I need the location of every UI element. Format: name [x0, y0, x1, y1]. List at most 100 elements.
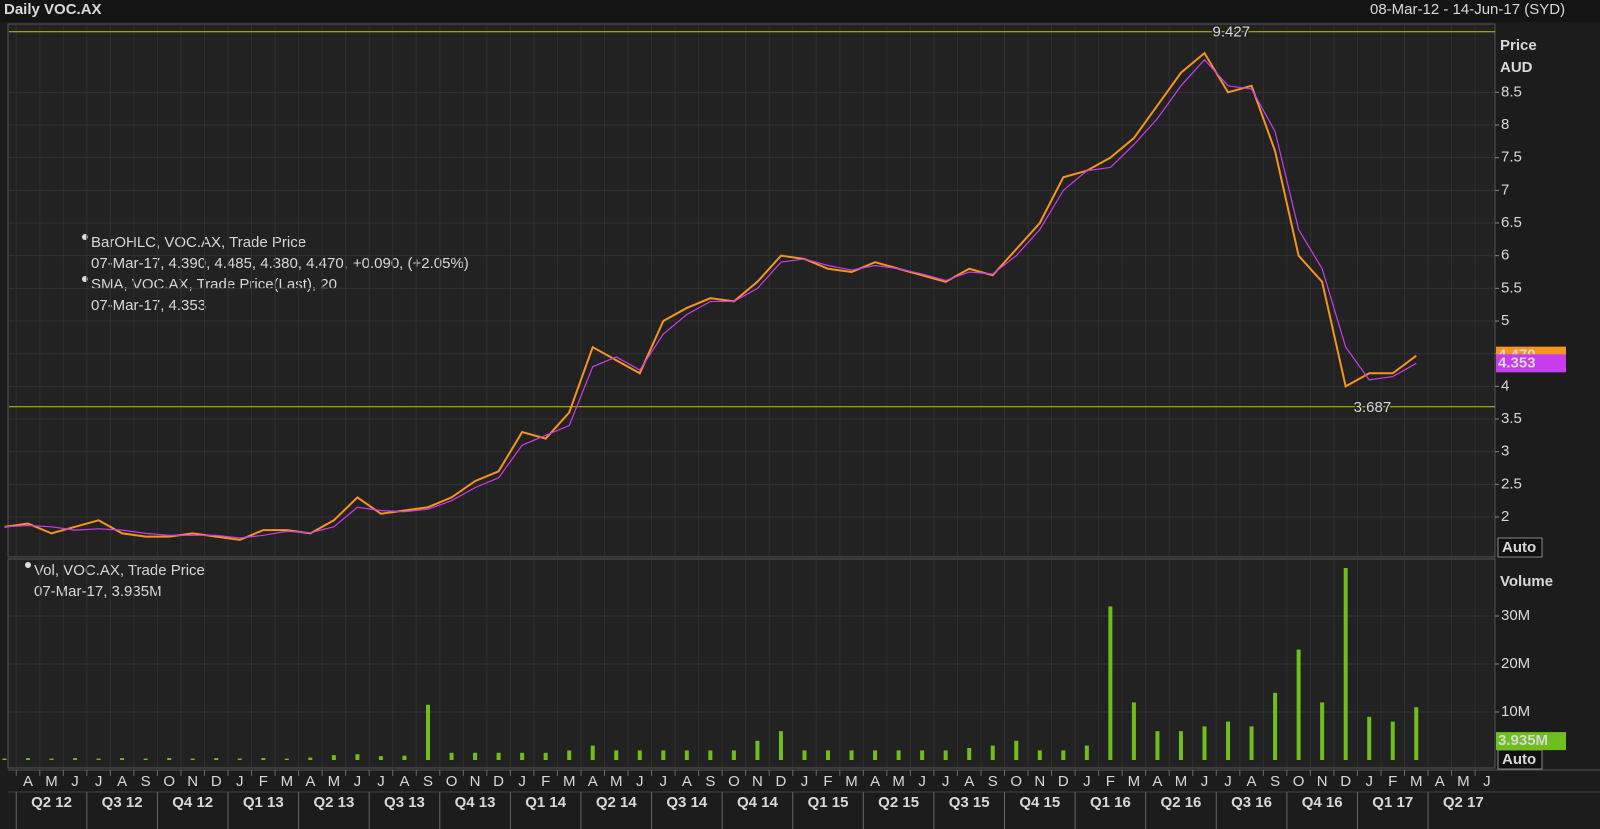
quarter-label: Q2 14: [596, 794, 638, 811]
legend-icon[interactable]: [25, 562, 31, 568]
x-tick-label: A: [1152, 773, 1162, 790]
x-tick-label: O: [728, 773, 740, 790]
quarter-label: Q1 16: [1090, 794, 1131, 811]
x-tick-label: M: [845, 773, 858, 790]
x-tick-label: M: [1128, 773, 1141, 790]
volume-bar: [49, 758, 54, 760]
volume-bar: [402, 755, 407, 760]
x-tick-label: J: [354, 773, 362, 790]
volume-bar: [426, 704, 431, 760]
x-tick-label: A: [1435, 773, 1445, 790]
x-tick-label: A: [117, 773, 127, 790]
volume-bar: [637, 750, 642, 760]
volume-bar: [1226, 721, 1231, 760]
x-tick-label: D: [1058, 773, 1069, 790]
volume-bar: [849, 750, 854, 760]
legend-entry: SMA, VOC.AX, Trade Price(Last), 20: [91, 276, 337, 293]
x-tick-label: M: [892, 773, 905, 790]
x-tick-label: F: [259, 773, 268, 790]
auto-label[interactable]: Auto: [1502, 751, 1536, 768]
volume-bar: [1108, 606, 1113, 760]
volume-bar: [237, 758, 242, 760]
x-tick-label: M: [328, 773, 341, 790]
volume-bar: [661, 750, 666, 760]
x-tick-label: J: [95, 773, 103, 790]
x-tick-label: S: [705, 773, 715, 790]
volume-bar: [1037, 750, 1042, 760]
x-tick-label: D: [1340, 773, 1351, 790]
x-tick-label: S: [423, 773, 433, 790]
y-tick-label: 30M: [1501, 607, 1530, 624]
x-tick-label: J: [942, 773, 950, 790]
x-tick-label: J: [1365, 773, 1373, 790]
y-tick-label: 5.5: [1501, 279, 1522, 296]
volume-bar: [1155, 731, 1160, 760]
volume-bar: [567, 750, 572, 760]
extreme-label: 9.427: [1213, 24, 1251, 41]
x-tick-label: M: [45, 773, 58, 790]
quarter-label: Q1 15: [808, 794, 849, 811]
volume-bar: [896, 750, 901, 760]
x-tick-label: M: [1175, 773, 1188, 790]
legend-change: +0.090, (+2.05%): [353, 255, 469, 272]
volume-bar: [684, 750, 689, 760]
x-tick-label: F: [1106, 773, 1115, 790]
quarter-label: Q4 12: [172, 794, 213, 811]
legend-detail: 07-Mar-17, 4.390, 4.485, 4.380, 4.470,: [91, 255, 348, 272]
legend-detail: 07-Mar-17, 3.935M: [34, 583, 162, 600]
volume-bar: [543, 752, 548, 760]
quarter-label: Q1 14: [525, 794, 567, 811]
quarter-label: Q1 17: [1372, 794, 1413, 811]
x-tick-label: M: [281, 773, 294, 790]
x-tick-label: F: [1388, 773, 1397, 790]
y-tick-label: 7.5: [1501, 149, 1522, 166]
x-tick-label: J: [801, 773, 809, 790]
x-tick-label: A: [23, 773, 33, 790]
quarter-label: Q4 16: [1302, 794, 1343, 811]
x-tick-label: N: [187, 773, 198, 790]
x-tick-label: S: [141, 773, 151, 790]
x-tick-label: J: [71, 773, 79, 790]
volume-bar: [778, 731, 783, 760]
volume-bar: [1014, 740, 1019, 760]
x-tick-label: M: [610, 773, 623, 790]
x-tick-label: J: [1224, 773, 1232, 790]
x-tick-label: D: [493, 773, 504, 790]
quarter-label: Q4 14: [737, 794, 779, 811]
legend-entry: BarOHLC, VOC.AX, Trade Price: [91, 234, 306, 251]
x-tick-label: A: [1247, 773, 1257, 790]
x-tick-label: A: [588, 773, 598, 790]
x-tick-label: N: [752, 773, 763, 790]
volume-bar: [190, 758, 195, 760]
y-tick-label: 3: [1501, 443, 1509, 460]
quarter-label: Q2 13: [313, 794, 354, 811]
x-tick-label: J: [518, 773, 526, 790]
x-tick-label: J: [636, 773, 644, 790]
x-tick-label: N: [470, 773, 481, 790]
x-tick-label: J: [1483, 773, 1491, 790]
y-tick-label: 10M: [1501, 703, 1530, 720]
volume-bar: [1320, 702, 1325, 760]
price-line: [4, 58, 1417, 539]
auto-button[interactable]: [1497, 537, 1543, 558]
volume-bar: [1249, 726, 1254, 760]
x-tick-label: S: [1270, 773, 1280, 790]
auto-label[interactable]: Auto: [1502, 539, 1536, 556]
legend-entry: Vol, VOC.AX, Trade Price: [34, 562, 205, 579]
volume-bar: [355, 754, 360, 760]
volume-bar: [143, 758, 148, 760]
x-tick-label: A: [682, 773, 692, 790]
y-tick-label: 2.5: [1501, 475, 1522, 492]
price-panel: [7, 23, 1496, 558]
volume-bar: [308, 757, 313, 760]
volume-bar: [1202, 726, 1207, 760]
quarter-label: Q1 13: [243, 794, 284, 811]
volume-bar: [331, 755, 336, 760]
volume-bar: [26, 758, 30, 760]
quarter-label: Q2 17: [1443, 794, 1484, 811]
volume-bar: [167, 758, 172, 760]
y-tick-label: 8.5: [1501, 83, 1522, 100]
x-tick-label: M: [1410, 773, 1423, 790]
volume-bar: [967, 748, 972, 760]
